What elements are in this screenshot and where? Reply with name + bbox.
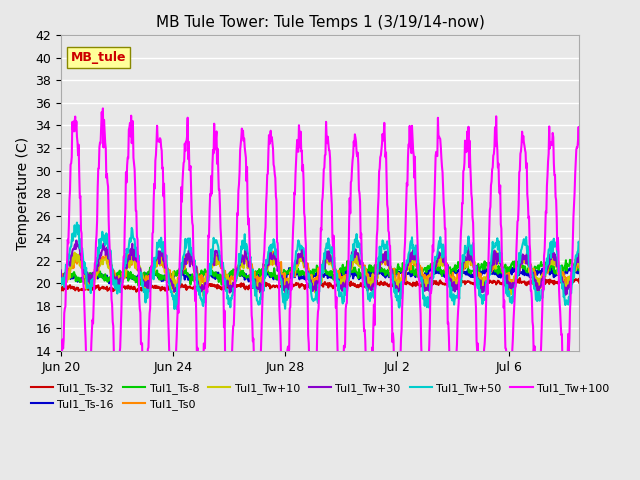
Text: MB_tule: MB_tule [71, 51, 127, 64]
Legend: Tul1_Ts-32, Tul1_Ts-16, Tul1_Ts-8, Tul1_Ts0, Tul1_Tw+10, Tul1_Tw+30, Tul1_Tw+50,: Tul1_Ts-32, Tul1_Ts-16, Tul1_Ts-8, Tul1_… [26, 378, 614, 415]
Y-axis label: Temperature (C): Temperature (C) [15, 136, 29, 250]
Title: MB Tule Tower: Tule Temps 1 (3/19/14-now): MB Tule Tower: Tule Temps 1 (3/19/14-now… [156, 15, 484, 30]
